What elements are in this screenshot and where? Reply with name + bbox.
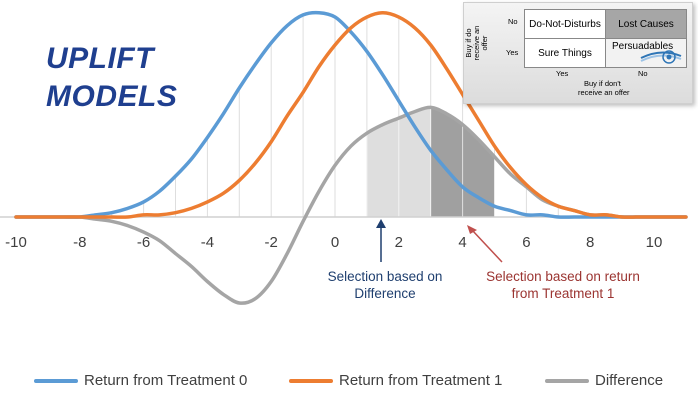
legend-item-difference: Difference [545, 372, 663, 389]
treatment1-selection-label: Selection based on return from Treatment… [463, 268, 663, 302]
treatment1-selection-line-2: from Treatment 1 [511, 286, 615, 301]
legend-item-treatment0: Return from Treatment 0 [34, 372, 247, 389]
series-treatment1-line [14, 10, 688, 219]
cell-lost-causes: Lost Causes [605, 9, 687, 39]
inset-col-axis-label-2: receive an offer [578, 88, 630, 97]
inset-row-yes: Yes [506, 48, 519, 57]
legend-label-difference: Difference [595, 372, 664, 389]
cell-persuadables: Persuadables [605, 38, 687, 68]
uplift-chart: -10 -8 -6 -4 -2 0 2 4 6 8 10 [0, 10, 688, 305]
inset-row-no: No [508, 17, 518, 26]
legend-item-treatment1: Return from Treatment 1 [289, 372, 502, 389]
x-tick-label: 4 [458, 234, 466, 251]
legend-swatch-treatment1 [289, 378, 333, 383]
difference-selection-line-2: Difference [354, 286, 416, 301]
x-tick-label: -8 [73, 234, 86, 251]
chart-title-line-2: MODELS [46, 80, 178, 113]
target-logo-icon [640, 50, 682, 64]
arrow-treatment1-selection [467, 225, 503, 263]
difference-selection-line-1: Selection based on [327, 269, 443, 284]
inset-col-axis-label-1: Buy if don't [584, 79, 621, 88]
legend-label-treatment0: Return from Treatment 0 [84, 372, 248, 389]
arrow-difference-selection [376, 219, 386, 262]
legend-label-treatment1: Return from Treatment 1 [339, 372, 503, 389]
cell-sure-things: Sure Things [524, 38, 606, 68]
legend-swatch-difference [545, 378, 589, 383]
series-lines [14, 10, 688, 305]
selection-shading [366, 107, 495, 217]
chart-title-line-1: UPLIFT [46, 42, 154, 75]
cell-do-not-disturbs: Do-Not-Disturbs [524, 9, 606, 39]
x-axis-ticks: -10 -8 -6 -4 -2 0 2 4 6 8 10 [5, 234, 662, 251]
series-treatment0-line [14, 10, 688, 219]
x-tick-label: 2 [395, 234, 403, 251]
x-tick-label: 6 [522, 234, 530, 251]
persuadables-label: Persuadables [612, 41, 674, 52]
inset-row-axis-label: Buy if do receive an offer [464, 25, 489, 61]
x-tick-label: -4 [201, 234, 214, 251]
legend-swatch-treatment0 [34, 378, 78, 383]
uplift-quadrant-inset: Buy if do receive an offer No Yes Do-Not… [463, 2, 693, 104]
inset-col-yes: Yes [556, 69, 569, 78]
x-tick-label: 8 [586, 234, 594, 251]
inset-col-no: No [638, 69, 648, 78]
x-tick-label: 10 [646, 234, 663, 251]
chart-legend: Return from Treatment 0 Return from Trea… [0, 366, 698, 400]
x-tick-label: -10 [5, 234, 27, 251]
x-tick-label: -6 [137, 234, 150, 251]
x-tick-label: 0 [331, 234, 339, 251]
x-tick-label: -2 [265, 234, 278, 251]
treatment1-selection-line-1: Selection based on return [486, 269, 640, 284]
difference-selection-label: Selection based on Difference [300, 268, 470, 302]
